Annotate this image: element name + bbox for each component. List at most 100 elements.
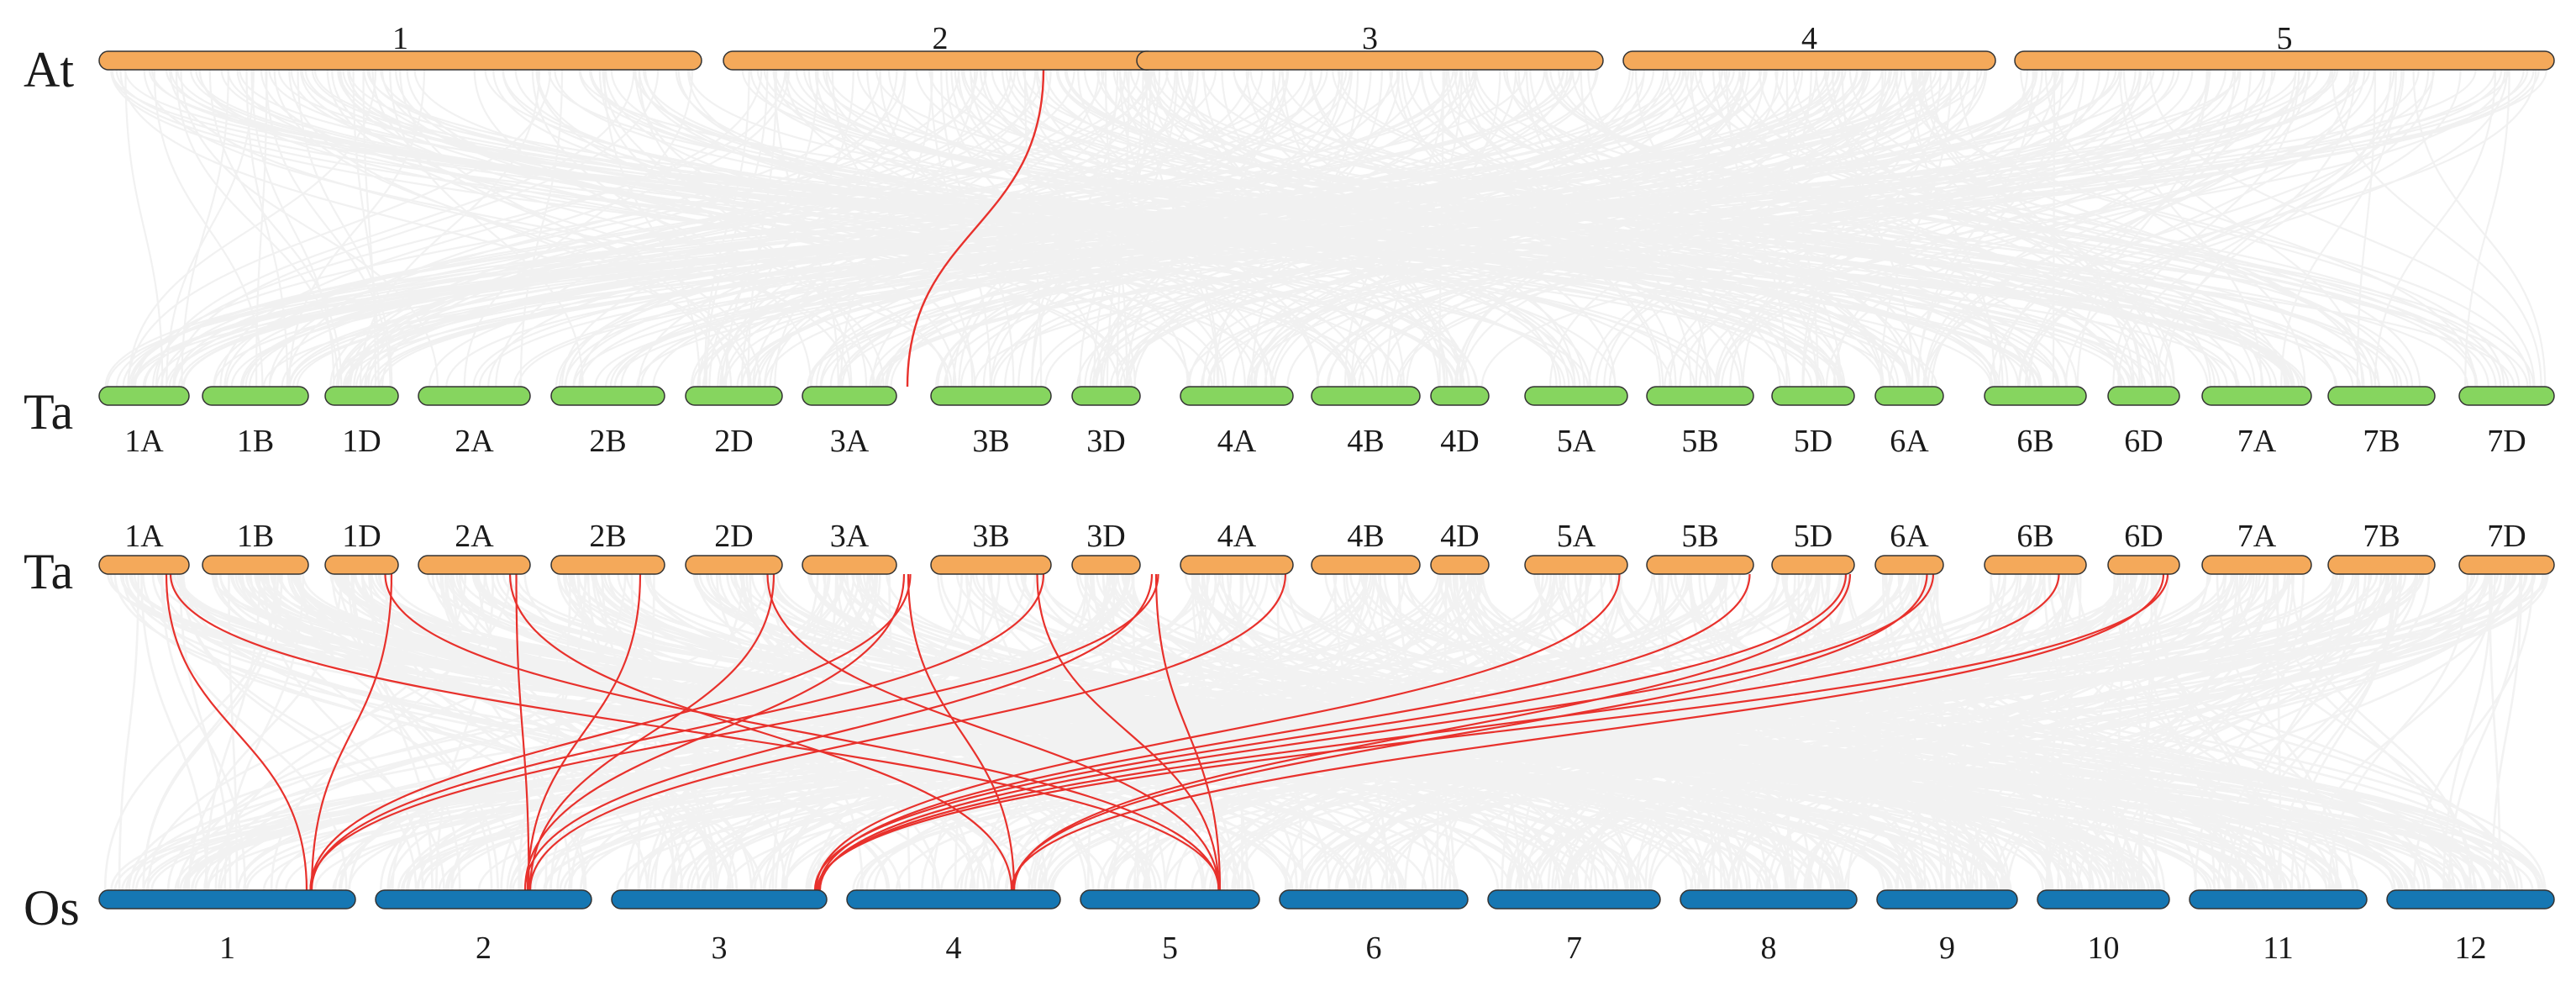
highlight-link-ta-6a-os-3 <box>818 573 1935 891</box>
species-label-ta-upper: Ta <box>24 384 73 440</box>
ta-green-chromosome-label: 3B <box>972 424 1009 459</box>
os-chromosome-2 <box>375 889 592 910</box>
ta-green-chromosome-label: 6B <box>2016 424 2053 459</box>
ta-orange-chromosome-label: 1B <box>237 519 274 554</box>
ta-orange-chromosome-5a <box>1524 555 1628 575</box>
os-chromosome-4 <box>846 889 1061 910</box>
ta-green-chromosome-label: 5D <box>1794 424 1832 459</box>
chromosome-label-layer: 1 2 3 4 51A 1B 1D 2A 2B 2D 3A 3B 3D 4A 4B 4D 5A 5B 5D 6A 6B 6… <box>124 21 2526 966</box>
ta-green-chromosome-5d <box>1771 386 1855 406</box>
ta-green-chromosome-4d <box>1430 386 1490 406</box>
background-link-layer <box>103 69 2549 891</box>
at-chromosome-1 <box>98 50 702 71</box>
ta-green-chromosome-label: 7B <box>2363 424 2400 459</box>
os-chromosome-label: 4 <box>946 931 962 966</box>
ta-orange-chromosome-label: 2D <box>714 519 753 554</box>
highlight-link-at-2-ta-3a <box>906 69 1045 388</box>
os-chromosome-label: 2 <box>476 931 492 966</box>
ta-orange-chromosome-label: 2B <box>589 519 626 554</box>
ta-orange-chromosome-label: 6A <box>1890 519 1929 554</box>
ta-orange-chromosome-label: 7B <box>2363 519 2400 554</box>
ta-green-chromosome-6d <box>2107 386 2180 406</box>
ta-green-chromosome-3b <box>930 386 1052 406</box>
ta-orange-chromosome-1b <box>202 555 309 575</box>
ta-green-chromosome-6a <box>1874 386 1944 406</box>
ta-green-chromosome-label: 6D <box>2124 424 2163 459</box>
ta-green-chromosome-label: 4B <box>1347 424 1384 459</box>
os-chromosome-3 <box>611 889 828 910</box>
highlight-link-ta-3a-os-4 <box>907 573 1016 891</box>
ta-orange-chromosome-label: 1D <box>342 519 381 554</box>
ta-orange-chromosome-4d <box>1430 555 1490 575</box>
ta-green-chromosome-label: 3D <box>1086 424 1125 459</box>
ta-orange-chromosome-label: 6B <box>2016 519 2053 554</box>
ta-green-chromosome-7d <box>2458 386 2555 406</box>
ta-green-chromosome-4b <box>1311 386 1421 406</box>
os-chromosome-11 <box>2189 889 2368 910</box>
ta-green-chromosome-label: 1D <box>342 424 381 459</box>
os-chromosome-10 <box>2037 889 2170 910</box>
highlight-link-ta-2d-os-2 <box>528 573 775 891</box>
ta-orange-chromosome-label: 3D <box>1086 519 1125 554</box>
ta-green-chromosome-1b <box>202 386 309 406</box>
highlight-link-ta-5a-os-3 <box>815 573 1621 891</box>
ta-orange-chromosome-2a <box>418 555 531 575</box>
ta-orange-chromosome-2d <box>685 555 783 575</box>
os-chromosome-label: 5 <box>1162 931 1178 966</box>
at-chromosome-label: 1 <box>392 21 408 56</box>
highlight-link-ta-3b-os-1 <box>310 573 1045 891</box>
highlight-link-ta-1d-os-5 <box>384 573 1220 891</box>
ta-orange-chromosome-label: 3A <box>830 519 870 554</box>
ta-green-chromosome-label: 4A <box>1217 424 1257 459</box>
at-chromosome-5 <box>2014 50 2555 71</box>
os-chromosome-label: 1 <box>219 931 235 966</box>
ta-orange-chromosome-6d <box>2107 555 2180 575</box>
ta-green-chromosome-2a <box>418 386 531 406</box>
ta-green-chromosome-label: 1B <box>237 424 274 459</box>
ta-green-chromosome-1a <box>98 386 190 406</box>
ta-green-chromosome-label: 4D <box>1440 424 1479 459</box>
ta-green-chromosome-2b <box>550 386 665 406</box>
ta-orange-chromosome-label: 5D <box>1794 519 1832 554</box>
ta-orange-chromosome-label: 7D <box>2487 519 2526 554</box>
ta-green-chromosome-label: 3A <box>830 424 870 459</box>
ta-green-chromosome-5a <box>1524 386 1628 406</box>
ta-orange-chromosome-label: 3B <box>972 519 1009 554</box>
ta-orange-chromosome-3a <box>802 555 897 575</box>
highlight-link-ta-2a-os-4 <box>508 573 1013 891</box>
highlight-link-ta-6b-os-3 <box>817 573 2060 891</box>
highlight-link-ta-2d-os-5 <box>766 573 1220 891</box>
ta-orange-chromosome-7b <box>2327 555 2436 575</box>
species-label-ta-lower: Ta <box>24 544 73 599</box>
background-links-at-ta <box>104 69 2547 388</box>
at-chromosome-3 <box>1136 50 1604 71</box>
ta-orange-chromosome-label: 4D <box>1440 519 1479 554</box>
ta-green-chromosome-label: 2D <box>714 424 753 459</box>
ta-green-chromosome-1d <box>324 386 399 406</box>
species-label-at: At <box>24 42 74 98</box>
ta-green-chromosome-4a <box>1180 386 1294 406</box>
highlight-link-ta-1a-os-5 <box>169 573 1222 891</box>
ta-orange-chromosome-7d <box>2458 555 2555 575</box>
os-chromosome-label: 6 <box>1366 931 1382 966</box>
ta-orange-chromosome-1d <box>324 555 399 575</box>
highlight-link-ta-3b-os-5 <box>1036 573 1220 891</box>
ta-green-chromosome-3a <box>802 386 897 406</box>
ta-green-chromosome-3d <box>1071 386 1141 406</box>
os-chromosome-7 <box>1487 889 1661 910</box>
at-chromosome-label: 3 <box>1362 21 1378 56</box>
os-chromosome-label: 3 <box>712 931 728 966</box>
ta-green-chromosome-label: 7D <box>2487 424 2526 459</box>
ta-green-chromosome-label: 2B <box>589 424 626 459</box>
os-chromosome-12 <box>2386 889 2555 910</box>
chromosome-bar-layer <box>98 50 2555 910</box>
ta-orange-chromosome-7a <box>2201 555 2312 575</box>
highlight-link-ta-1a-os-1 <box>165 573 308 891</box>
highlight-link-ta-3a-os-2 <box>523 573 906 891</box>
ta-orange-chromosome-6b <box>1984 555 2087 575</box>
highlight-link-ta-2b-os-2 <box>526 573 642 891</box>
highlight-link-ta-2a-os-2 <box>515 573 530 891</box>
ta-green-chromosome-label: 7A <box>2237 424 2277 459</box>
ta-orange-chromosome-5b <box>1646 555 1754 575</box>
ta-orange-chromosome-label: 7A <box>2237 519 2277 554</box>
